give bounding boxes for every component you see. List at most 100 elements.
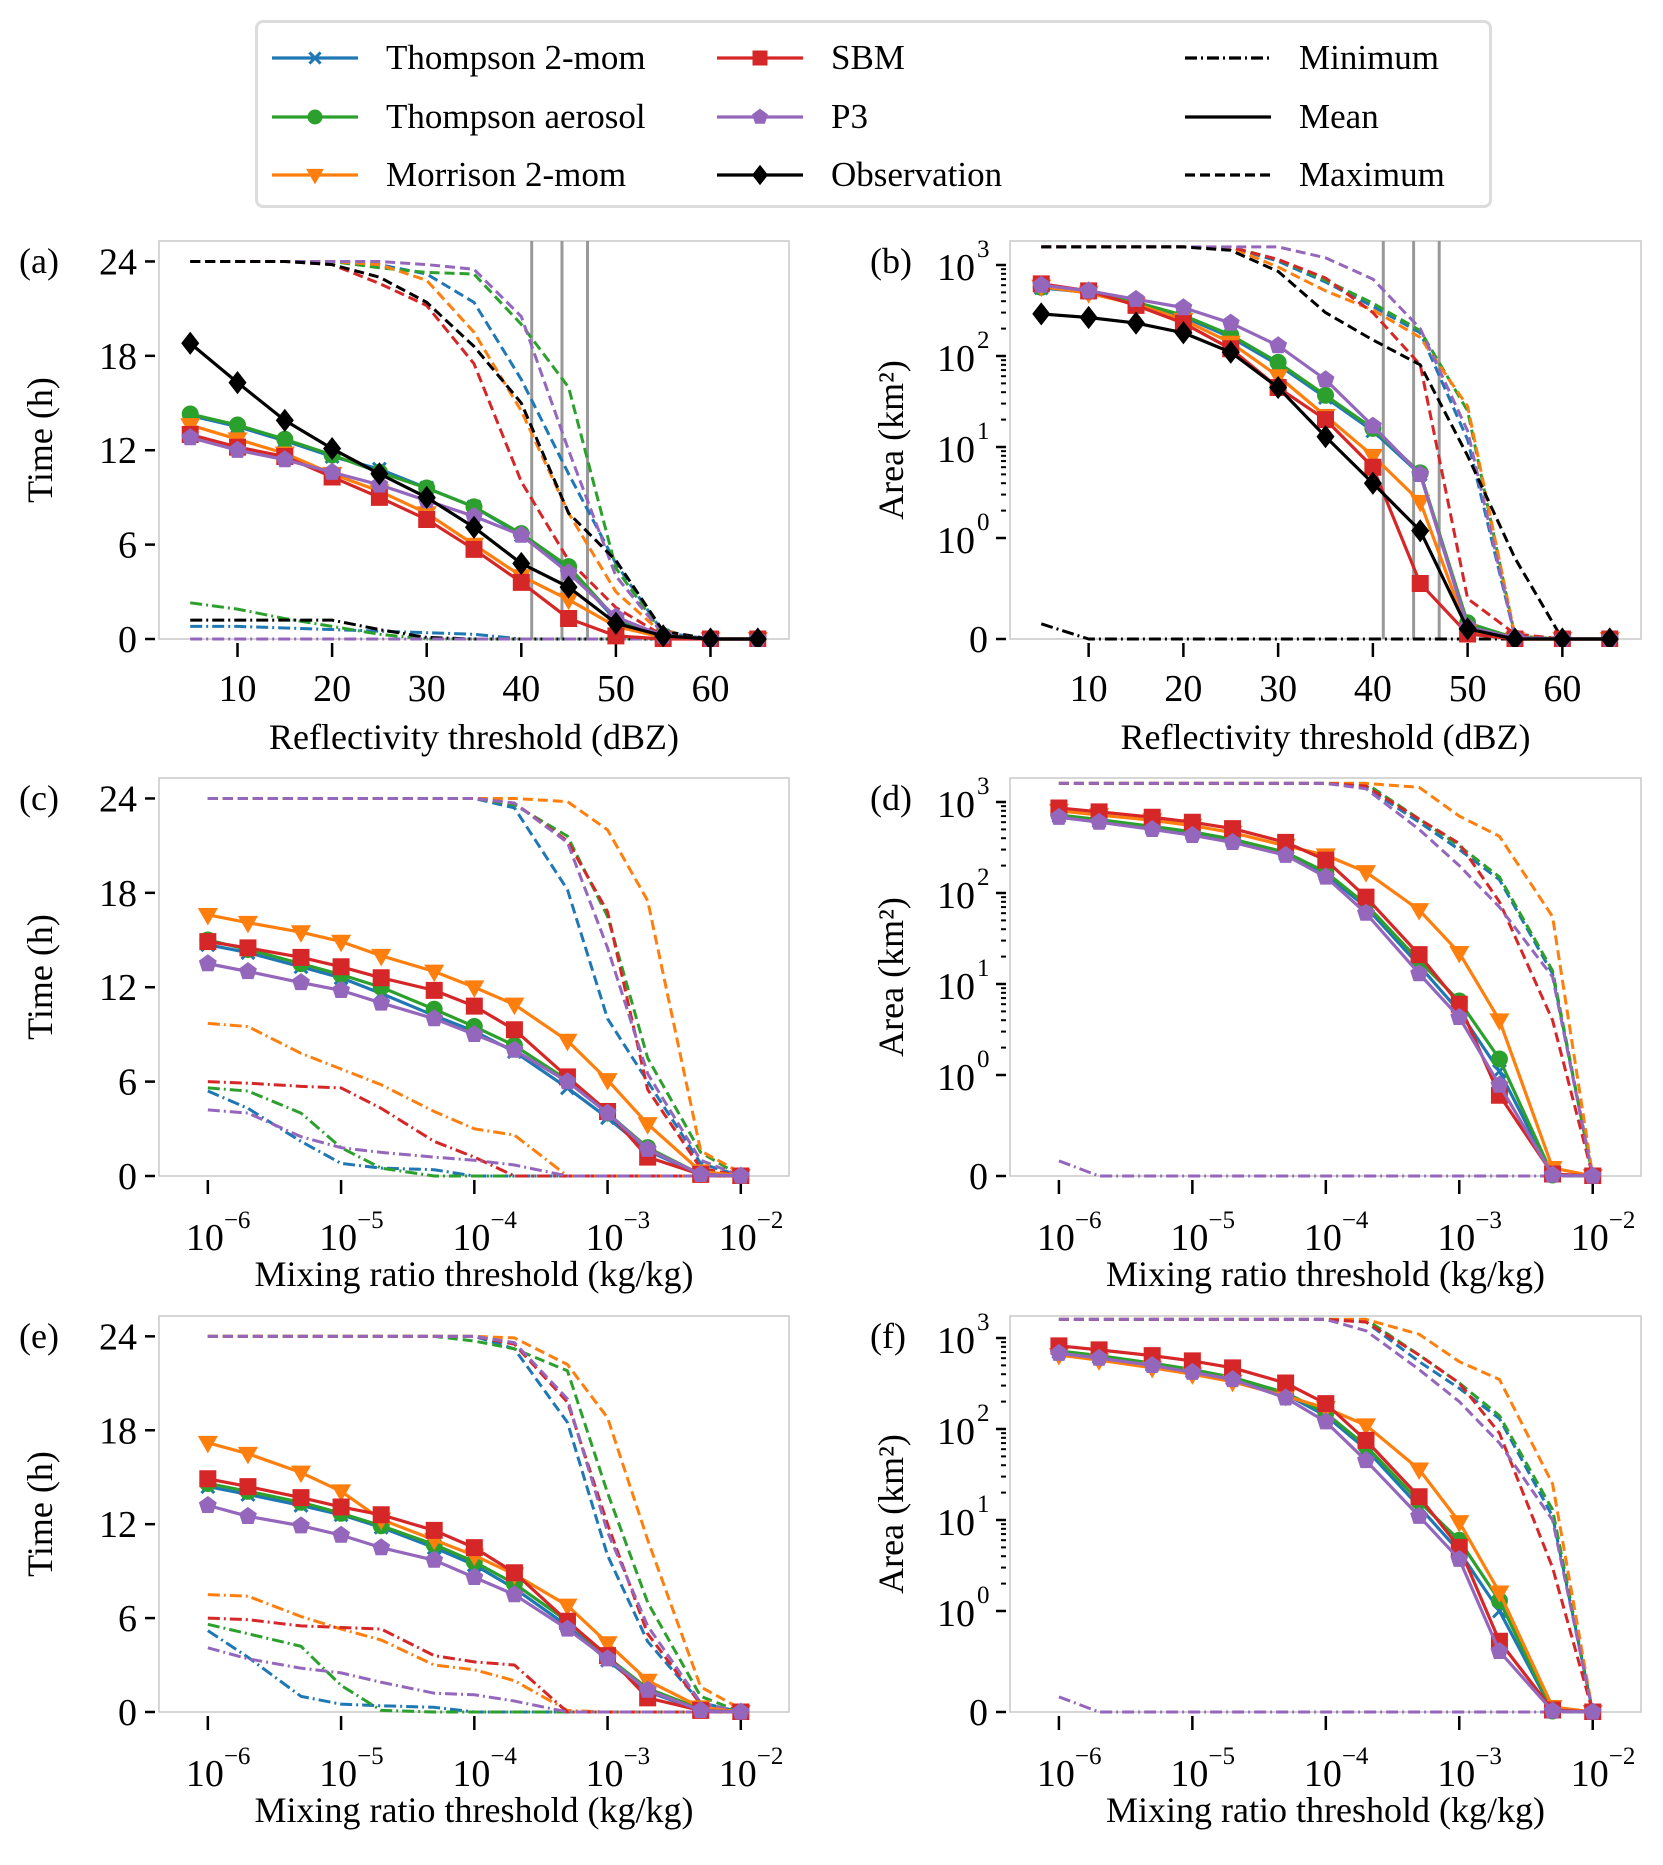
marker-pentagon bbox=[1049, 807, 1068, 825]
series-line-obs-mean bbox=[1041, 312, 1610, 641]
marker-pentagon bbox=[465, 1025, 484, 1043]
y-tick-label: 10 bbox=[937, 1502, 975, 1544]
legend-swatch-min bbox=[1185, 56, 1271, 60]
series-line-thompsonaer-mean bbox=[207, 938, 741, 1178]
x-tick-label-exponent: −6 bbox=[224, 1743, 251, 1770]
series-line-morrison-max bbox=[1058, 1317, 1595, 1713]
y-tick-label: 18 bbox=[99, 336, 137, 378]
marker-pentagon bbox=[598, 1649, 617, 1667]
marker-pentagon bbox=[181, 428, 200, 446]
marker-diamond bbox=[1363, 471, 1382, 495]
x-tick-label: 20 bbox=[1164, 668, 1202, 710]
marker-circle bbox=[229, 416, 247, 434]
series-line-morrison-mean bbox=[1041, 284, 1610, 641]
marker-pentagon bbox=[1032, 275, 1051, 293]
y-tick-label-exponent: 3 bbox=[977, 773, 990, 800]
y-tick-label-exponent: 2 bbox=[977, 1400, 990, 1427]
series-line-p3-max bbox=[1058, 1317, 1595, 1713]
marker-triangle-down bbox=[371, 948, 392, 967]
marker-pentagon bbox=[1450, 1007, 1469, 1025]
marker-square bbox=[418, 510, 436, 528]
marker-diamond bbox=[181, 331, 200, 355]
y-tick-label-exponent: 0 bbox=[977, 1046, 990, 1073]
marker-diamond bbox=[512, 551, 531, 576]
y-axis-label: Area (km²) bbox=[871, 1434, 911, 1594]
x-tick-label: 50 bbox=[1449, 668, 1487, 710]
marker-square bbox=[505, 1564, 523, 1582]
marker-diamond bbox=[370, 462, 389, 486]
x-tick-label: 10 bbox=[219, 668, 257, 710]
series-line-obs-max bbox=[1041, 245, 1610, 641]
plot-area bbox=[197, 796, 751, 1184]
x-tick-label: 50 bbox=[597, 668, 635, 710]
marker-diamond bbox=[417, 485, 436, 510]
legend-label: Thompson 2-mom bbox=[386, 38, 646, 77]
x-axis-label: Reflectivity threshold (dBZ) bbox=[269, 717, 679, 757]
marker-pentagon bbox=[1143, 1355, 1162, 1374]
marker-circle bbox=[1317, 386, 1335, 404]
plot-area bbox=[180, 241, 768, 647]
marker-diamond bbox=[1032, 302, 1051, 326]
marker-diamond bbox=[1458, 617, 1477, 641]
marker-pentagon bbox=[292, 973, 310, 991]
marker-square bbox=[239, 939, 257, 957]
legend-swatch-mean bbox=[1185, 115, 1271, 119]
panel-label: (c) bbox=[19, 778, 59, 818]
y-tick-label: 10 bbox=[937, 338, 975, 380]
y-tick-label: 0 bbox=[118, 1156, 137, 1198]
marker-pentagon bbox=[372, 993, 391, 1011]
x-tick-label: 10 bbox=[586, 1753, 624, 1795]
marker-pentagon bbox=[238, 1506, 257, 1524]
marker-diamond bbox=[559, 575, 578, 599]
panel-label: (b) bbox=[870, 241, 912, 281]
y-tick-label: 0 bbox=[969, 1156, 988, 1198]
marker-diamond bbox=[1600, 627, 1619, 647]
x-tick-label-exponent: −2 bbox=[1609, 1207, 1636, 1234]
plot-area bbox=[197, 1334, 751, 1720]
marker-diamond bbox=[606, 611, 625, 635]
marker-pentagon bbox=[275, 450, 294, 468]
x-tick-label: 10 bbox=[452, 1753, 490, 1795]
marker-pentagon bbox=[1363, 416, 1382, 434]
x-tick-label: 10 bbox=[186, 1217, 224, 1259]
marker-pentagon bbox=[1490, 1641, 1509, 1660]
y-tick-label: 10 bbox=[937, 520, 975, 562]
marker-pentagon bbox=[198, 1495, 217, 1514]
marker-square bbox=[292, 948, 310, 966]
marker-triangle-down bbox=[1355, 1418, 1377, 1436]
marker-x bbox=[308, 51, 322, 65]
marker-triangle-down bbox=[1409, 903, 1430, 921]
x-tick-label-exponent: −3 bbox=[624, 1207, 651, 1234]
legend-item-obs: Observation bbox=[715, 155, 1002, 195]
marker-triangle-down bbox=[331, 934, 352, 953]
axes-frame bbox=[1009, 777, 1642, 1177]
marker-pentagon bbox=[638, 1680, 657, 1698]
x-axis-label: Mixing ratio threshold (kg/kg) bbox=[255, 1254, 694, 1294]
marker-pentagon bbox=[425, 1550, 444, 1568]
marker-pentagon bbox=[1543, 1701, 1562, 1719]
x-tick-label: 60 bbox=[691, 668, 729, 710]
series-line-thompson2-mean bbox=[207, 1485, 741, 1714]
y-tick-label: 12 bbox=[99, 430, 137, 472]
y-tick-label: 10 bbox=[937, 1057, 975, 1099]
marker-pentagon bbox=[731, 1702, 750, 1720]
marker-pentagon bbox=[1316, 370, 1335, 388]
marker-square bbox=[465, 1539, 483, 1557]
marker-diamond bbox=[1174, 321, 1193, 345]
x-tick-label-exponent: −3 bbox=[1475, 1207, 1502, 1234]
marker-pentagon bbox=[512, 525, 531, 543]
marker-square bbox=[512, 573, 530, 591]
marker-pentagon bbox=[691, 1701, 710, 1719]
marker-triangle-down bbox=[1355, 865, 1377, 883]
y-tick-label: 10 bbox=[937, 247, 975, 289]
x-tick-label-exponent: −6 bbox=[1075, 1207, 1102, 1234]
marker-diamond bbox=[1126, 311, 1146, 335]
legend-item-sbm: SBM bbox=[715, 38, 905, 78]
marker-pentagon bbox=[598, 1103, 617, 1121]
marker-pentagon bbox=[332, 1525, 351, 1543]
legend-label: Mean bbox=[1299, 97, 1379, 136]
series-line-p3-mean bbox=[207, 1503, 741, 1714]
y-tick-label-exponent: 0 bbox=[977, 1582, 990, 1609]
marker-diamond bbox=[1505, 627, 1525, 647]
